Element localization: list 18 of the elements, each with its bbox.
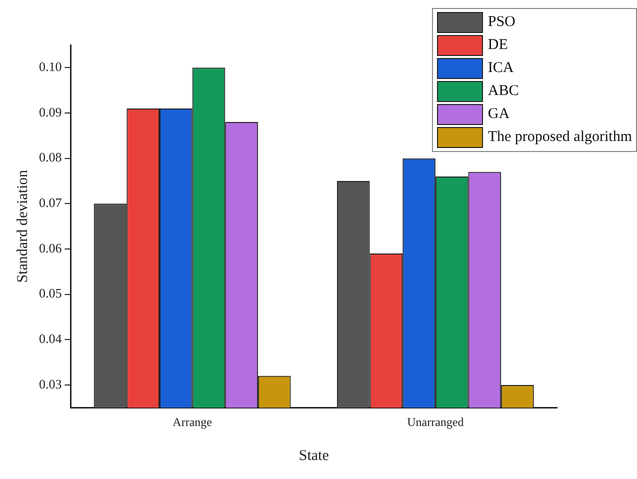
legend-label: ICA — [488, 60, 514, 77]
legend-label: PSO — [488, 14, 516, 31]
legend-label: ABC — [488, 83, 519, 100]
legend-label: The proposed algorithm — [488, 129, 632, 146]
y-tick-label: 0.04 — [39, 331, 62, 346]
y-tick-label: 0.05 — [39, 286, 62, 301]
y-tick-label: 0.06 — [39, 240, 62, 256]
y-tick-label: 0.10 — [39, 59, 62, 74]
y-tick-label: 0.07 — [39, 195, 62, 210]
y-tick-label: 0.03 — [39, 376, 62, 392]
y-tick-label: 0.08 — [39, 150, 62, 165]
y-axis-title: Standard deviation — [14, 169, 31, 283]
y-tick-label: 0.09 — [39, 104, 62, 120]
x-tick-label: Arrange — [172, 414, 212, 429]
legend-label: GA — [488, 106, 510, 123]
legend-label: DE — [488, 37, 508, 54]
x-axis-title: State — [298, 448, 330, 464]
x-tick-label: Unarranged — [407, 414, 464, 429]
